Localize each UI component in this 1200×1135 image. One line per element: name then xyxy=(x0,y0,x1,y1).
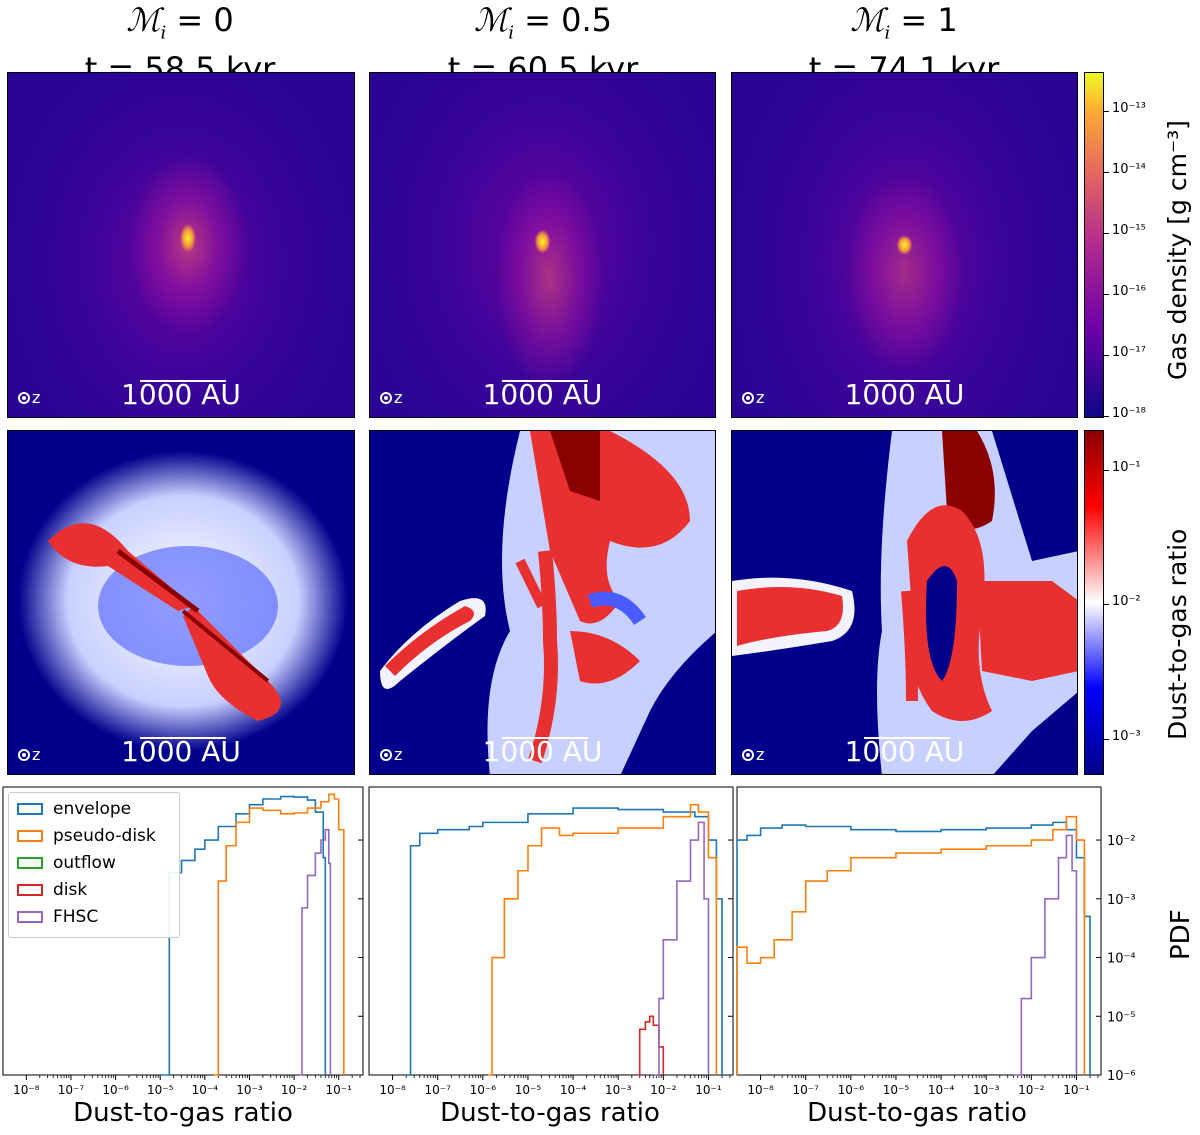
series-fhsc-panel-1 xyxy=(299,828,332,1076)
series-envelope-panel-3 xyxy=(736,821,1091,1075)
z-axis-marker-4: z xyxy=(18,745,40,764)
series-envelope-panel-2 xyxy=(406,807,723,1076)
x-tick-label: 10⁻³ xyxy=(236,1083,263,1097)
legend-disk: disk xyxy=(17,880,87,900)
y-axis-label: PDF xyxy=(1166,909,1196,960)
z-axis-marker-2: z xyxy=(380,388,402,407)
x-tick-label: 10⁻⁷ xyxy=(58,1083,85,1097)
legend-fhsc: FHSC xyxy=(17,907,98,927)
series-disk-panel-2 xyxy=(636,1015,665,1076)
x-tick-label: 10⁻³ xyxy=(973,1083,1000,1097)
legend-swatch-outflow xyxy=(17,857,43,869)
z-axis-marker-5: z xyxy=(380,745,402,764)
x-tick-label: 10⁻⁸ xyxy=(379,1083,406,1097)
density-tick-18: 10⁻¹⁸ xyxy=(1112,406,1146,421)
dust-map-2: 1000 AU z xyxy=(369,430,716,775)
series-fhsc-panel-3 xyxy=(1013,834,1078,1076)
legend-envelope: envelope xyxy=(17,799,131,819)
x-tick-label: 10⁻⁵ xyxy=(515,1083,542,1097)
density-map-1: 1000 AU z xyxy=(7,72,355,418)
series-envelope-panel-1 xyxy=(160,795,327,1076)
scale-bar-1: 1000 AU xyxy=(121,378,241,411)
dust-tick-3: 10⁻³ xyxy=(1112,729,1141,744)
density-tick-15: 10⁻¹⁵ xyxy=(1112,223,1146,238)
x-tick-label: 10⁻⁴ xyxy=(928,1083,955,1097)
x-tick-label: 10⁻⁵ xyxy=(883,1083,910,1097)
x-tick-label: 10⁻⁶ xyxy=(102,1083,129,1097)
legend-swatch-disk xyxy=(17,884,43,896)
x-axis-label-1: Dust-to-gas ratio xyxy=(73,1098,293,1128)
x-tick-label: 10⁻¹ xyxy=(695,1083,722,1097)
dust-map-1: 1000 AU z xyxy=(7,430,355,775)
legend-outflow: outflow xyxy=(17,853,116,873)
x-tick-label: 10⁻¹ xyxy=(1063,1083,1090,1097)
scale-bar-6: 1000 AU xyxy=(844,735,965,768)
x-tick-label: 10⁻⁸ xyxy=(13,1083,40,1097)
legend-swatch-pseudo-disk xyxy=(17,830,43,842)
x-tick-label: 10⁻³ xyxy=(605,1083,632,1097)
x-tick-label: 10⁻² xyxy=(281,1083,308,1097)
legend-swatch-fhsc xyxy=(17,911,43,923)
dust-map-2-art xyxy=(380,431,715,774)
hist-frame-2 xyxy=(368,786,734,1076)
x-tick-label: 10⁻⁷ xyxy=(793,1083,820,1097)
y-tick-label: 10⁻³ xyxy=(1107,893,1136,908)
y-tick-label: 10⁻⁵ xyxy=(1107,1010,1136,1025)
y-tick-label: 10⁻² xyxy=(1107,834,1136,849)
x-tick-label: 10⁻⁶ xyxy=(470,1083,497,1097)
dust-colorbar xyxy=(1084,430,1104,775)
dust-map-3: 1000 AU z xyxy=(731,430,1078,775)
x-tick-label: 10⁻⁷ xyxy=(425,1083,452,1097)
z-axis-marker-1: z xyxy=(18,388,40,407)
density-tick-13: 10⁻¹³ xyxy=(1112,101,1146,116)
scale-bar-4: 1000 AU xyxy=(121,735,241,768)
density-colorbar-label: Gas density [g cm⁻³] xyxy=(1163,120,1192,380)
density-colorbar xyxy=(1084,72,1104,418)
y-tick-label: 10⁻⁴ xyxy=(1107,952,1136,967)
dust-tick-1: 10⁻¹ xyxy=(1112,460,1141,475)
dust-tick-2: 10⁻² xyxy=(1112,594,1141,609)
z-axis-marker-6: z xyxy=(742,745,764,764)
x-tick-label: 10⁻⁶ xyxy=(838,1083,865,1097)
z-axis-marker-3: z xyxy=(742,388,764,407)
scale-bar-5: 1000 AU xyxy=(482,735,603,768)
dust-colorbar-label: Dust-to-gas ratio xyxy=(1163,528,1192,740)
hist-frame-3 xyxy=(736,786,1102,1076)
legend: envelope pseudo-disk outflow disk FHSC xyxy=(8,792,180,938)
density-map-2: 1000 AU z xyxy=(369,72,716,418)
scale-bar-2: 1000 AU xyxy=(482,378,603,411)
scale-bar-3: 1000 AU xyxy=(844,378,965,411)
series-fhsc-panel-2 xyxy=(653,821,710,1076)
legend-pseudo-disk: pseudo-disk xyxy=(17,826,156,846)
density-tick-17: 10⁻¹⁷ xyxy=(1112,345,1146,360)
x-tick-label: 10⁻⁴ xyxy=(192,1083,219,1097)
x-tick-label: 10⁻¹ xyxy=(326,1083,353,1097)
density-tick-16: 10⁻¹⁶ xyxy=(1112,284,1146,299)
series-pseudo-disk-panel-1 xyxy=(213,793,345,1076)
x-tick-label: 10⁻² xyxy=(1018,1083,1045,1097)
x-axis-label-2: Dust-to-gas ratio xyxy=(440,1098,660,1128)
density-tick-14: 10⁻¹⁴ xyxy=(1112,162,1146,177)
x-tick-label: 10⁻⁴ xyxy=(560,1083,587,1097)
x-axis-label-3: Dust-to-gas ratio xyxy=(807,1098,1027,1128)
x-tick-label: 10⁻⁸ xyxy=(747,1083,774,1097)
legend-swatch-envelope xyxy=(17,803,43,815)
x-tick-label: 10⁻⁵ xyxy=(147,1083,174,1097)
series-pseudo-disk-panel-3 xyxy=(736,815,1086,1075)
density-map-3: 1000 AU z xyxy=(731,72,1078,418)
series-pseudo-disk-panel-2 xyxy=(487,803,718,1076)
x-tick-label: 10⁻² xyxy=(650,1083,677,1097)
dust-map-3-art xyxy=(732,431,1077,774)
y-tick-label: 10⁻⁶ xyxy=(1107,1069,1136,1084)
dust-map-1-art xyxy=(18,451,348,751)
